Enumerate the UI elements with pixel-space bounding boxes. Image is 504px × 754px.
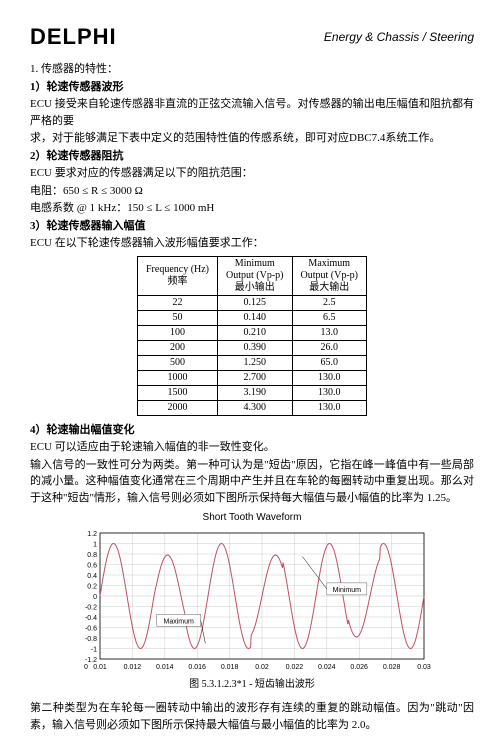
para-2a: ECU 要求对应的传感器满足以下的阻抗范围： <box>30 165 474 182</box>
th-min-1: Minimum <box>226 258 284 270</box>
chart-title: Short Tooth Waveform <box>72 510 432 525</box>
svg-text:Minimum: Minimum <box>333 587 362 594</box>
spec-table: Frequency (Hz) 频率 Minimum Output (Vp-p) … <box>137 256 367 416</box>
table-cell: 130.0 <box>292 385 367 400</box>
table-cell: 4.300 <box>218 400 293 415</box>
svg-text:0.02: 0.02 <box>255 664 269 671</box>
table-cell: 130.0 <box>292 370 367 385</box>
table-row: 1000.21013.0 <box>137 325 366 340</box>
svg-text:-0.8: -0.8 <box>85 636 97 643</box>
table-cell: 2000 <box>137 400 217 415</box>
table-cell: 2.5 <box>292 295 367 310</box>
para-4b: 输入信号的一致性可分为两类。第一种可认为是"短齿"原因，它指在峰一峰值中有一些局… <box>30 457 474 507</box>
chart-container: Short Tooth Waveform 1.2 1 0.8 0.6 0.4 0.2 0 -0… <box>72 510 432 692</box>
logo: DELPHI <box>30 20 117 53</box>
heading-1: 1）轮速传感器波形 <box>30 79 474 96</box>
svg-text:0.01: 0.01 <box>93 664 107 671</box>
table-cell: 2.700 <box>218 370 293 385</box>
svg-text:-1.2: -1.2 <box>85 657 97 664</box>
svg-text:0.026: 0.026 <box>350 664 368 671</box>
table-cell: 0.140 <box>218 310 293 325</box>
th-max-3: 最大输出 <box>301 282 359 294</box>
svg-text:-1: -1 <box>91 647 97 654</box>
svg-text:0.016: 0.016 <box>188 664 206 671</box>
heading-2: 2）轮速传感器阻抗 <box>30 148 474 165</box>
table-cell: 130.0 <box>292 400 367 415</box>
table-cell: 0.390 <box>218 340 293 355</box>
svg-text:0.8: 0.8 <box>87 552 97 559</box>
svg-text:0.028: 0.028 <box>383 664 401 671</box>
svg-text:0.03: 0.03 <box>417 664 431 671</box>
table-cell: 13.0 <box>292 325 367 340</box>
table-cell: 65.0 <box>292 355 367 370</box>
section-1-title: 1. 传感器的特性： <box>30 61 474 78</box>
svg-text:0.018: 0.018 <box>221 664 239 671</box>
svg-text:-0.2: -0.2 <box>85 605 97 612</box>
waveform-chart: 1.210.80.60.40.20-0.2-0.4-0.6-0.8-1-1.20… <box>72 527 432 677</box>
th-min-3: 最小输出 <box>226 282 284 294</box>
para-1a: ECU 接受来自轮速传感器非直流的正弦交流输入信号。对传感器的输出电压幅值和阻抗… <box>30 96 474 129</box>
table-cell: 3.190 <box>218 385 293 400</box>
th-min: Minimum Output (Vp-p) 最小输出 <box>218 256 293 295</box>
para-5: 第二种类型为在车轮每一圈转动中输出的波形存有连续的重复的跳动幅值。因为"跳动"因… <box>30 700 474 733</box>
table-row: 2000.39026.0 <box>137 340 366 355</box>
svg-text:0.4: 0.4 <box>87 573 97 580</box>
svg-text:Maximum: Maximum <box>164 618 195 625</box>
th-max-1: Maximum <box>301 258 359 270</box>
para-1b: 求，对于能够满足下表中定义的范围特性值的传感系统，即可对应DBC7.4系统工作。 <box>30 130 474 147</box>
svg-text:0.012: 0.012 <box>124 664 142 671</box>
table-cell: 6.5 <box>292 310 367 325</box>
svg-text:1.2: 1.2 <box>87 531 97 538</box>
svg-text:0.6: 0.6 <box>87 563 97 570</box>
svg-text:1: 1 <box>93 542 97 549</box>
table-row: 20004.300130.0 <box>137 400 366 415</box>
table-cell: 26.0 <box>292 340 367 355</box>
table-cell: 22 <box>137 295 217 310</box>
th-freq-en: Frequency (Hz) <box>146 264 209 276</box>
table-row: 10002.700130.0 <box>137 370 366 385</box>
chart-caption: 图 5.3.1.2.3*1 - 短齿输出波形 <box>72 677 432 692</box>
table-row: 220.1252.5 <box>137 295 366 310</box>
section-label: 传感器的特性： <box>41 63 118 75</box>
heading-3: 3）轮速传感器输入幅值 <box>30 218 474 235</box>
th-min-2: Output (Vp-p) <box>226 270 284 282</box>
svg-text:0: 0 <box>93 594 97 601</box>
table-cell: 0.125 <box>218 295 293 310</box>
table-cell: 500 <box>137 355 217 370</box>
para-2c: 电感系数 @ 1 kHz：150 ≤ L ≤ 1000 mH <box>30 200 474 217</box>
svg-text:0.2: 0.2 <box>87 584 97 591</box>
th-max-2: Output (Vp-p) <box>301 270 359 282</box>
para-3a: ECU 在以下轮速传感器输入波形幅值要求工作： <box>30 235 474 252</box>
table-cell: 1000 <box>137 370 217 385</box>
table-cell: 0.210 <box>218 325 293 340</box>
table-cell: 100 <box>137 325 217 340</box>
svg-text:0.022: 0.022 <box>286 664 304 671</box>
header-subtitle: Energy & Chassis / Steering <box>324 28 474 46</box>
para-2b: 电阻：650 ≤ R ≤ 3000 Ω <box>30 183 474 200</box>
svg-text:0.024: 0.024 <box>318 664 336 671</box>
th-freq: Frequency (Hz) 频率 <box>137 256 217 295</box>
table-row: 15003.190130.0 <box>137 385 366 400</box>
svg-text:-0.6: -0.6 <box>85 626 97 633</box>
th-max: Maximum Output (Vp-p) 最大输出 <box>292 256 367 295</box>
svg-text:-0.4: -0.4 <box>85 615 97 622</box>
table-cell: 200 <box>137 340 217 355</box>
para-4a: ECU 可以适应由于轮速输入幅值的非一致性变化。 <box>30 439 474 456</box>
table-cell: 50 <box>137 310 217 325</box>
table-row: 5001.25065.0 <box>137 355 366 370</box>
table-cell: 1.250 <box>218 355 293 370</box>
th-freq-cn: 频率 <box>146 276 209 288</box>
table-row: 500.1406.5 <box>137 310 366 325</box>
table-cell: 1500 <box>137 385 217 400</box>
svg-text:0.014: 0.014 <box>156 664 174 671</box>
section-num: 1. <box>30 63 38 75</box>
heading-4: 4）轮速输出幅值变化 <box>30 422 474 439</box>
svg-text:0: 0 <box>84 664 88 671</box>
